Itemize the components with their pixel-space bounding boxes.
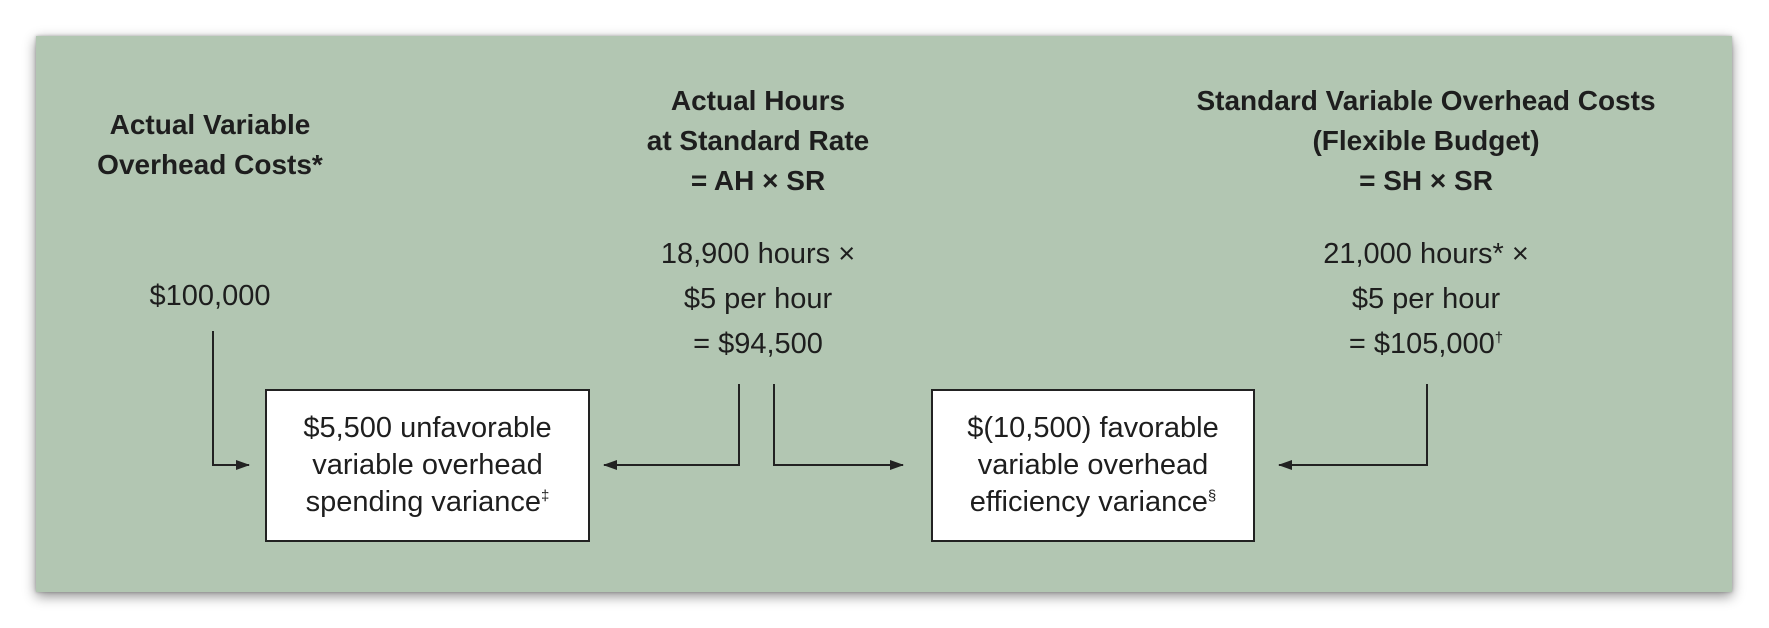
arrow-shsr-to-efficiency xyxy=(1278,384,1428,470)
ah-sr-heading: Actual Hours at Standard Rate = AH × SR xyxy=(646,85,870,196)
arrow-ahsr-to-efficiency xyxy=(773,384,904,470)
sh-sr-heading: Standard Variable Overhead Costs (Flexib… xyxy=(1196,85,1656,196)
spending-variance-box: $5,500 unfavorable variable overhead spe… xyxy=(265,389,590,542)
arrow-ahsr-to-spending xyxy=(603,384,740,470)
actual-costs-value: $100,000 xyxy=(149,280,271,312)
sh-sr-calculation: 21,000 hours* × $5 per hour = $105,000† xyxy=(1323,238,1529,360)
actual-costs-heading: Actual Variable Overhead Costs* xyxy=(97,109,323,180)
ah-sr-calculation: 18,900 hours × $5 per hour = $94,500 xyxy=(660,238,856,360)
dagger-footnote-mark: † xyxy=(1494,329,1504,347)
arrow-actual-to-spending xyxy=(212,331,250,470)
efficiency-variance-box: $(10,500) favorable variable overhead ef… xyxy=(931,389,1255,542)
section-footnote-mark: § xyxy=(1207,487,1217,505)
double-dagger-footnote-mark: ‡ xyxy=(541,487,550,505)
